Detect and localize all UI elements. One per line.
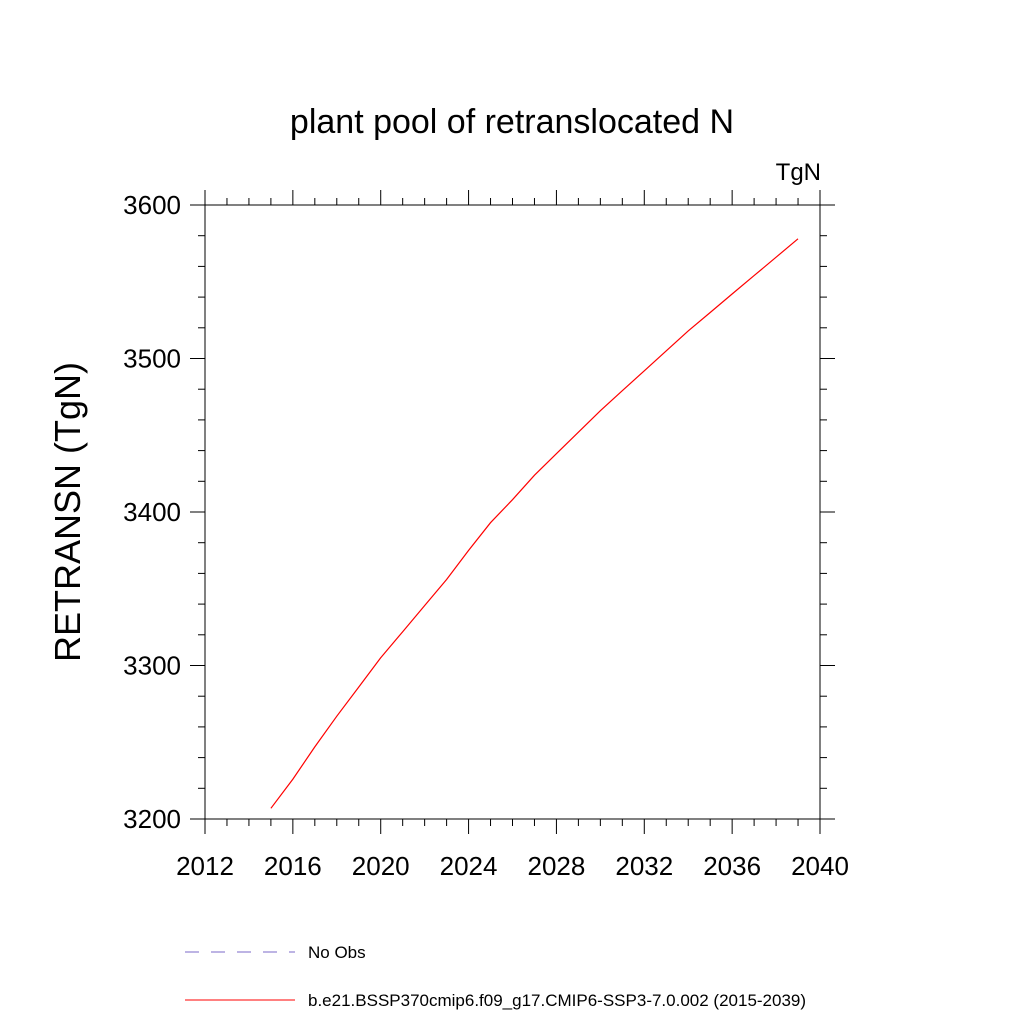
- y-tick-label: 3500: [123, 344, 181, 374]
- x-tick-label: 2040: [791, 851, 849, 881]
- x-tick-label: 2032: [615, 851, 673, 881]
- x-tick-label: 2024: [440, 851, 498, 881]
- series-line: [270, 238, 799, 809]
- legend-label: No Obs: [308, 943, 366, 962]
- y-tick-label: 3300: [123, 651, 181, 681]
- y-tick-label: 3400: [123, 497, 181, 527]
- x-tick-label: 2016: [264, 851, 322, 881]
- data-series: [270, 238, 799, 809]
- y-tick-label: 3200: [123, 804, 181, 834]
- x-tick-label: 2012: [176, 851, 234, 881]
- x-tick-label: 2036: [703, 851, 761, 881]
- legend: No Obs b.e21.BSSP370cmip6.f09_g17.CMIP6-S…: [185, 943, 806, 1010]
- y-axis-label: RETRANSN (TgN): [47, 362, 88, 662]
- x-tick-label: 2020: [352, 851, 410, 881]
- x-tick-label: 2028: [528, 851, 586, 881]
- axis-ticks: 2012 2016 2020 2024 2028 2032 2036 2040 3200 3300…: [123, 190, 849, 881]
- legend-label: b.e21.BSSP370cmip6.f09_g17.CMIP6-SSP3-7.…: [308, 991, 806, 1010]
- units-label: TgN: [776, 159, 821, 186]
- chart-title: plant pool of retranslocated N: [290, 103, 734, 141]
- y-tick-label: 3600: [123, 190, 181, 220]
